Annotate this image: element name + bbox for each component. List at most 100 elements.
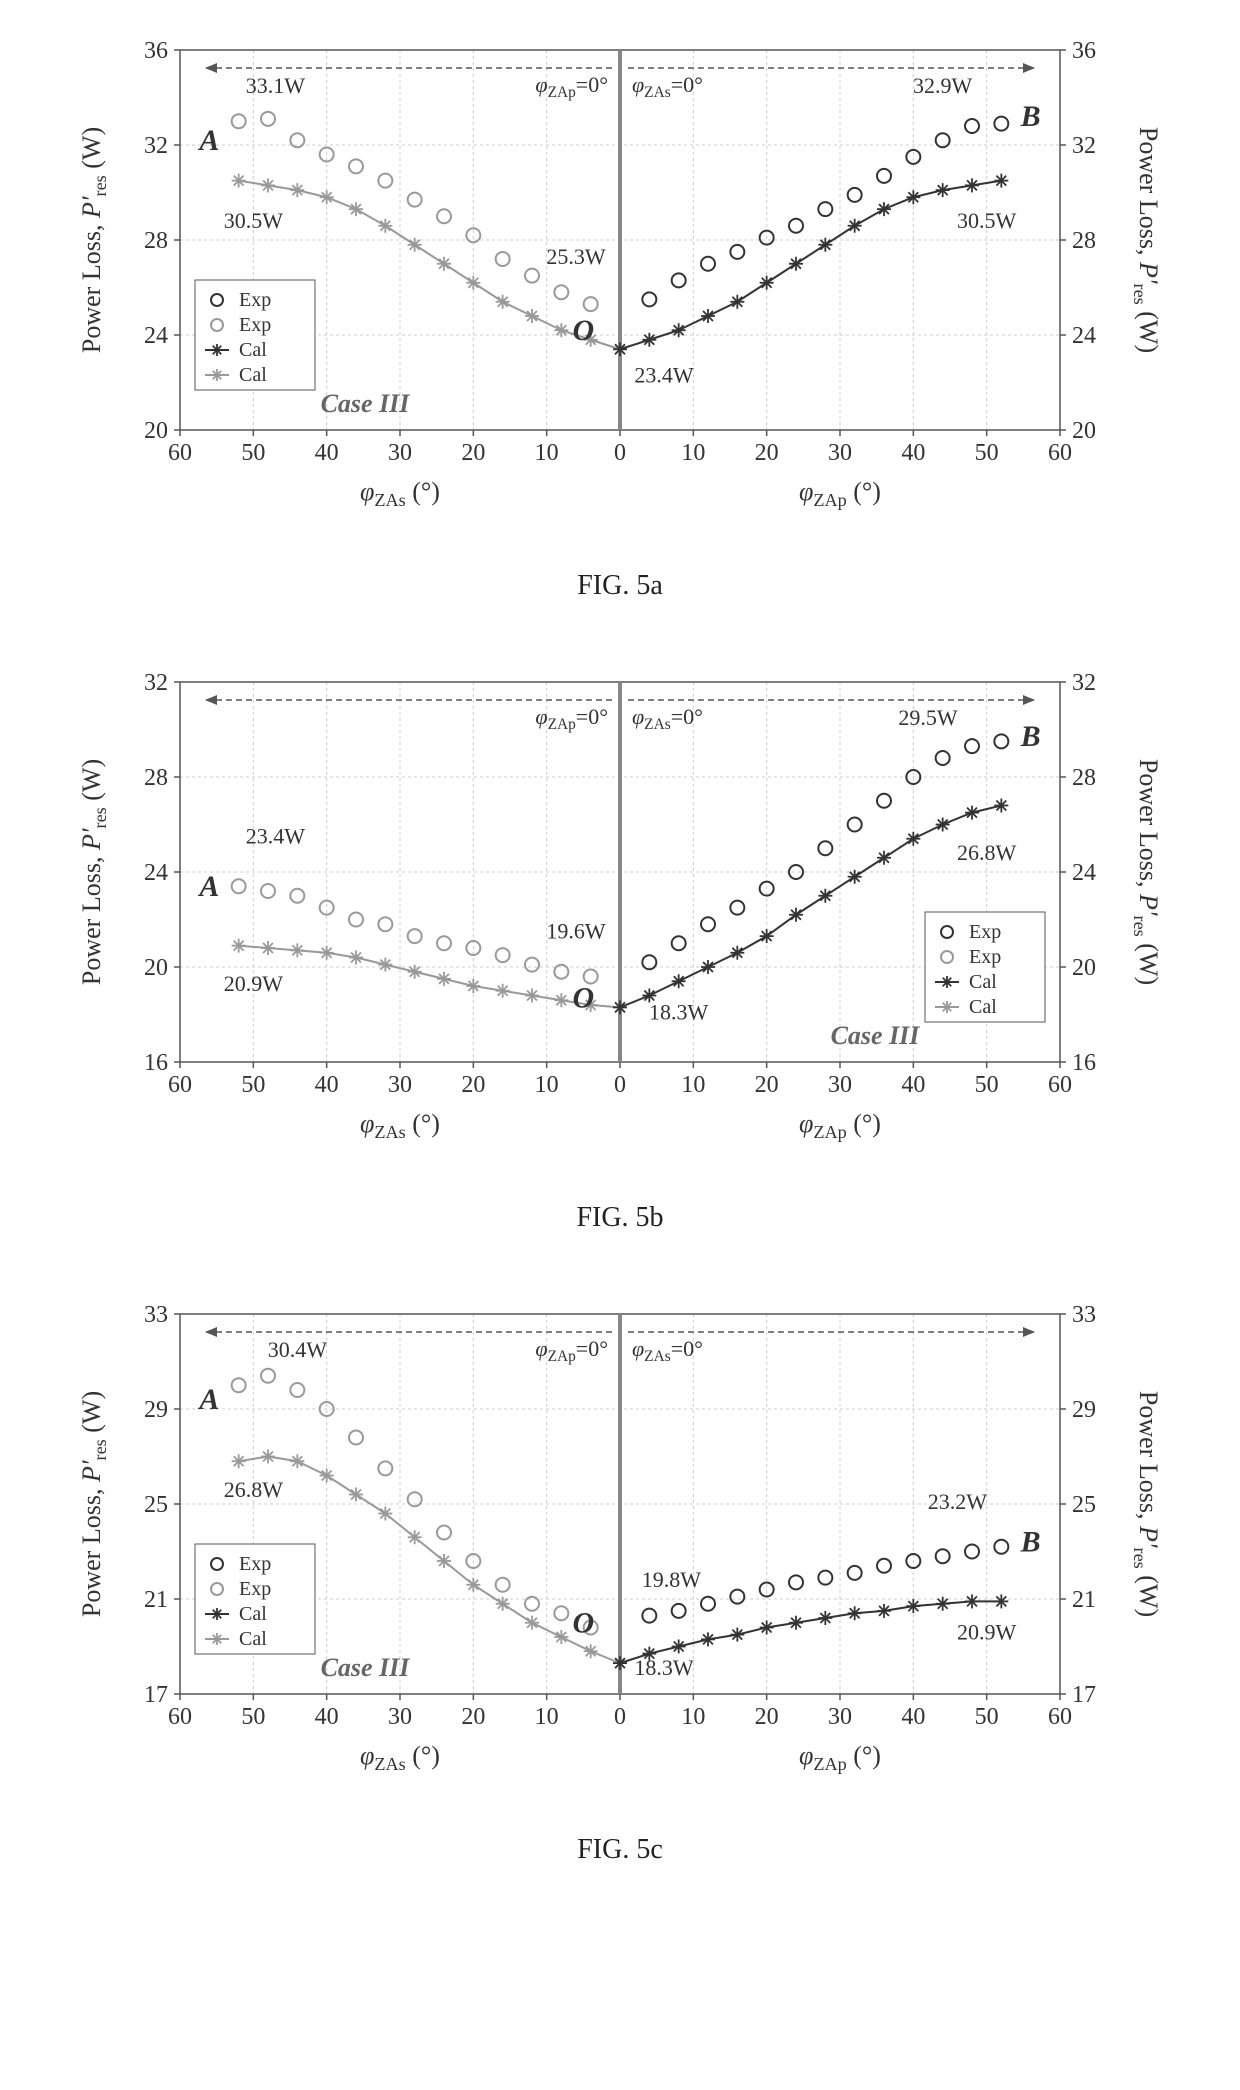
svg-text:φZAp (°): φZAp (°) bbox=[799, 1109, 881, 1142]
chart-fig5a: φZAp=0°φZAs=0°20202424282832323636605040… bbox=[70, 20, 1170, 540]
svg-text:33: 33 bbox=[1072, 1302, 1096, 1328]
svg-text:20: 20 bbox=[755, 440, 779, 466]
svg-text:30: 30 bbox=[828, 1072, 852, 1098]
svg-text:φZAs (°): φZAs (°) bbox=[360, 477, 440, 510]
figure-caption: FIG. 5c bbox=[20, 1834, 1220, 1866]
svg-text:Exp: Exp bbox=[239, 314, 271, 336]
svg-text:20: 20 bbox=[461, 1072, 485, 1098]
svg-text:Power Loss, P′res (W): Power Loss, P′res (W) bbox=[1130, 759, 1163, 985]
svg-text:Cal: Cal bbox=[239, 364, 267, 386]
svg-text:30: 30 bbox=[388, 440, 412, 466]
svg-text:60: 60 bbox=[1048, 1704, 1072, 1730]
svg-text:24: 24 bbox=[144, 323, 168, 349]
svg-text:A: A bbox=[197, 1383, 219, 1416]
svg-text:50: 50 bbox=[975, 440, 999, 466]
svg-text:φZAp (°): φZAp (°) bbox=[799, 477, 881, 510]
svg-text:24: 24 bbox=[1072, 323, 1096, 349]
svg-text:60: 60 bbox=[168, 440, 192, 466]
svg-text:Case III: Case III bbox=[831, 1021, 921, 1050]
svg-text:32: 32 bbox=[144, 133, 168, 159]
figure-caption: FIG. 5a bbox=[20, 570, 1220, 602]
svg-text:32.9W: 32.9W bbox=[913, 73, 973, 98]
svg-text:30: 30 bbox=[828, 1704, 852, 1730]
svg-text:60: 60 bbox=[1048, 1072, 1072, 1098]
svg-text:24: 24 bbox=[1072, 860, 1096, 886]
svg-text:32: 32 bbox=[1072, 670, 1096, 696]
svg-text:29: 29 bbox=[1072, 1397, 1096, 1423]
svg-text:20.9W: 20.9W bbox=[957, 1619, 1017, 1644]
svg-text:φZAs=0°: φZAs=0° bbox=[632, 1336, 703, 1365]
svg-text:0: 0 bbox=[614, 1072, 626, 1098]
svg-text:16: 16 bbox=[1072, 1050, 1096, 1076]
svg-text:10: 10 bbox=[535, 440, 559, 466]
svg-text:B: B bbox=[1020, 1526, 1041, 1559]
svg-text:23.4W: 23.4W bbox=[634, 363, 694, 388]
svg-text:30: 30 bbox=[388, 1072, 412, 1098]
svg-text:28: 28 bbox=[144, 765, 168, 791]
svg-text:Power Loss, P′res (W): Power Loss, P′res (W) bbox=[1130, 127, 1163, 353]
svg-text:B: B bbox=[1020, 100, 1041, 133]
svg-text:O: O bbox=[572, 1606, 594, 1639]
svg-text:Exp: Exp bbox=[969, 946, 1001, 968]
svg-text:20: 20 bbox=[461, 440, 485, 466]
svg-text:Cal: Cal bbox=[239, 1628, 267, 1650]
svg-text:O: O bbox=[572, 981, 594, 1014]
svg-text:φZAs (°): φZAs (°) bbox=[360, 1109, 440, 1142]
svg-text:28: 28 bbox=[1072, 765, 1096, 791]
svg-text:36: 36 bbox=[1072, 38, 1096, 64]
svg-text:Cal: Cal bbox=[239, 339, 267, 361]
svg-text:25: 25 bbox=[1072, 1492, 1096, 1518]
svg-text:A: A bbox=[197, 124, 219, 157]
chart-wrapper: φZAp=0°φZAs=0°20202424282832323636605040… bbox=[70, 20, 1170, 540]
svg-text:10: 10 bbox=[681, 1704, 705, 1730]
svg-text:32: 32 bbox=[1072, 133, 1096, 159]
svg-text:Exp: Exp bbox=[239, 289, 271, 311]
svg-text:Exp: Exp bbox=[969, 921, 1001, 943]
svg-text:40: 40 bbox=[315, 1072, 339, 1098]
svg-text:Case III: Case III bbox=[321, 389, 411, 418]
svg-text:20: 20 bbox=[144, 418, 168, 444]
svg-text:50: 50 bbox=[241, 1072, 265, 1098]
svg-text:20: 20 bbox=[755, 1704, 779, 1730]
svg-text:28: 28 bbox=[144, 228, 168, 254]
svg-text:50: 50 bbox=[241, 440, 265, 466]
svg-text:23.2W: 23.2W bbox=[928, 1489, 988, 1514]
svg-text:Case III: Case III bbox=[321, 1653, 411, 1682]
svg-text:19.6W: 19.6W bbox=[546, 919, 606, 944]
svg-text:17: 17 bbox=[1072, 1682, 1096, 1708]
svg-text:28: 28 bbox=[1072, 228, 1096, 254]
svg-text:60: 60 bbox=[1048, 440, 1072, 466]
chart-wrapper: φZAp=0°φZAs=0°17172121252529293333605040… bbox=[70, 1284, 1170, 1804]
svg-text:10: 10 bbox=[681, 1072, 705, 1098]
svg-text:φZAp=0°: φZAp=0° bbox=[535, 704, 608, 733]
svg-text:40: 40 bbox=[901, 440, 925, 466]
svg-text:φZAs=0°: φZAs=0° bbox=[632, 704, 703, 733]
svg-text:50: 50 bbox=[975, 1704, 999, 1730]
svg-text:21: 21 bbox=[1072, 1587, 1096, 1613]
svg-text:Power Loss, P′res (W): Power Loss, P′res (W) bbox=[1130, 1391, 1163, 1617]
svg-text:18.3W: 18.3W bbox=[649, 999, 709, 1024]
svg-text:10: 10 bbox=[681, 440, 705, 466]
svg-text:φZAs=0°: φZAs=0° bbox=[632, 72, 703, 101]
svg-text:26.8W: 26.8W bbox=[224, 1477, 283, 1502]
chart-fig5c: φZAp=0°φZAs=0°17172121252529293333605040… bbox=[70, 1284, 1170, 1804]
svg-text:10: 10 bbox=[535, 1704, 559, 1730]
figure-container-fig5b: φZAp=0°φZAs=0°16162020242428283232605040… bbox=[20, 652, 1220, 1234]
svg-text:20: 20 bbox=[755, 1072, 779, 1098]
svg-text:O: O bbox=[572, 314, 594, 347]
svg-text:30: 30 bbox=[388, 1704, 412, 1730]
svg-text:0: 0 bbox=[614, 440, 626, 466]
svg-text:30: 30 bbox=[828, 440, 852, 466]
svg-text:Exp: Exp bbox=[239, 1553, 271, 1575]
svg-text:25: 25 bbox=[144, 1492, 168, 1518]
svg-text:19.8W: 19.8W bbox=[642, 1567, 702, 1592]
svg-text:36: 36 bbox=[144, 38, 168, 64]
svg-text:17: 17 bbox=[144, 1682, 168, 1708]
chart-wrapper: φZAp=0°φZAs=0°16162020242428283232605040… bbox=[70, 652, 1170, 1172]
svg-text:33: 33 bbox=[144, 1302, 168, 1328]
svg-text:23.4W: 23.4W bbox=[246, 824, 306, 849]
svg-text:Cal: Cal bbox=[969, 971, 997, 993]
svg-text:Cal: Cal bbox=[239, 1603, 267, 1625]
svg-text:16: 16 bbox=[144, 1050, 168, 1076]
svg-text:40: 40 bbox=[315, 440, 339, 466]
